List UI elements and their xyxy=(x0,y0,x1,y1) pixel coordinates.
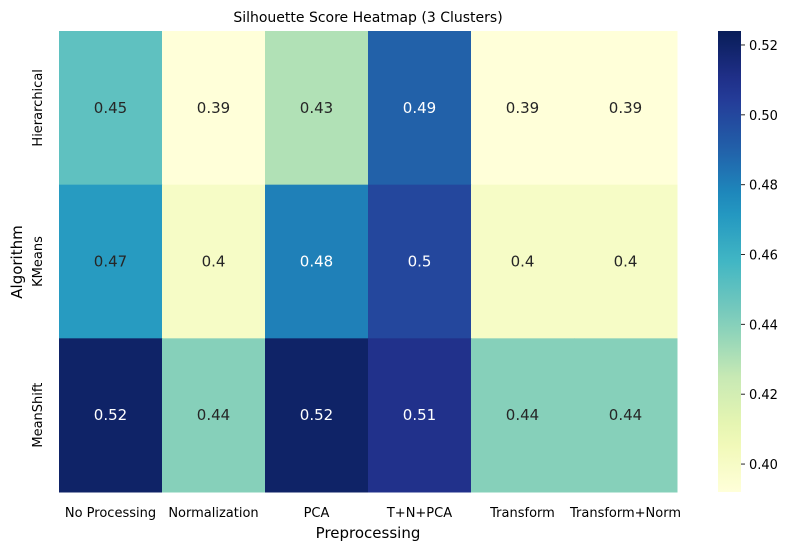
cell-value-label: 0.49 xyxy=(403,99,436,117)
cell-value-label: 0.39 xyxy=(609,99,642,117)
heatmap-cell xyxy=(59,184,163,339)
cell-value-label: 0.4 xyxy=(511,253,535,271)
cell-value-label: 0.4 xyxy=(202,253,226,271)
heatmap-cell xyxy=(162,338,266,493)
heatmap-cell xyxy=(265,338,369,493)
colorbar-gradient xyxy=(718,31,741,492)
cell-value-label: 0.44 xyxy=(609,406,642,424)
cell-value-label: 0.39 xyxy=(506,99,539,117)
cell-value-label: 0.51 xyxy=(403,406,436,424)
x-tick-label: Transform+Norm xyxy=(569,506,681,521)
x-tick-labels: No Processing Normalization PCA T+N+PCA Tran… xyxy=(65,506,681,521)
x-tick-label: PCA xyxy=(304,506,330,521)
y-tick-labels: Hierarchical KMeans MeanShift xyxy=(31,69,46,448)
heatmap-cell xyxy=(574,338,678,493)
heatmap-cells xyxy=(59,31,678,493)
colorbar-tick-label: 0.44 xyxy=(749,318,778,333)
cell-value-label: 0.43 xyxy=(300,99,333,117)
cell-value-label: 0.4 xyxy=(614,253,638,271)
y-tick-label: KMeans xyxy=(31,236,46,287)
x-tick-label: Normalization xyxy=(168,506,258,521)
x-axis-label: Preprocessing xyxy=(316,524,421,542)
x-tick-label: Transform xyxy=(489,506,555,521)
heatmap-cell xyxy=(59,31,163,186)
colorbar-tick-label: 0.48 xyxy=(749,179,778,194)
colorbar: 0.40 0.42 0.44 0.46 0.48 0.50 0.52 xyxy=(718,31,778,492)
x-tick-label: T+N+PCA xyxy=(386,506,452,521)
chart-title: Silhouette Score Heatmap (3 Clusters) xyxy=(233,10,502,26)
cell-value-label: 0.44 xyxy=(197,406,230,424)
cell-value-label: 0.45 xyxy=(94,99,127,117)
y-axis-label: Algorithm xyxy=(8,225,26,298)
cell-value-label: 0.52 xyxy=(94,406,127,424)
cell-value-label: 0.47 xyxy=(94,253,127,271)
colorbar-tick-label: 0.52 xyxy=(749,39,778,54)
heatmap-cell xyxy=(471,338,575,493)
heatmap-cell xyxy=(265,31,369,186)
heatmap-cell xyxy=(368,338,472,493)
cell-value-label: 0.52 xyxy=(300,406,333,424)
heatmap-cell xyxy=(59,338,163,493)
colorbar-tick-label: 0.42 xyxy=(749,388,778,403)
heatmap-cell xyxy=(471,31,575,186)
heatmap-cell xyxy=(162,31,266,186)
y-tick-label: Hierarchical xyxy=(31,69,46,146)
x-tick-label: No Processing xyxy=(65,506,156,521)
colorbar-tick-label: 0.50 xyxy=(749,109,778,124)
heatmap-cell xyxy=(574,184,678,339)
y-tick-label: MeanShift xyxy=(31,383,46,448)
cell-value-label: 0.39 xyxy=(197,99,230,117)
heatmap-cell xyxy=(368,31,472,186)
cell-value-label: 0.44 xyxy=(506,406,539,424)
heatmap-cell xyxy=(265,184,369,339)
colorbar-tick-label: 0.46 xyxy=(749,249,778,264)
heatmap-cell xyxy=(471,184,575,339)
cell-value-label: 0.48 xyxy=(300,253,333,271)
heatmap-cell xyxy=(368,184,472,339)
heatmap-cell-labels: 0.45 0.39 0.43 0.49 0.39 0.39 0.47 0.4 0.48 0.5 0.… xyxy=(94,99,642,424)
cell-value-label: 0.5 xyxy=(408,253,432,271)
heatmap-cell xyxy=(574,31,678,186)
heatmap-cell xyxy=(162,184,266,339)
colorbar-tick-label: 0.40 xyxy=(749,458,778,473)
